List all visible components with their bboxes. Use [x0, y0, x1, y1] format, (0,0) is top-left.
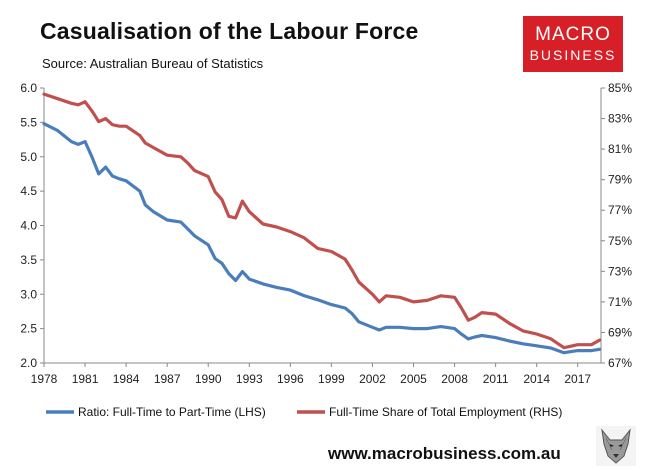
y-right-tick-label: 73%	[608, 264, 632, 278]
logo-line-1: MACRO	[535, 24, 611, 45]
y-left-tick-label: 5.5	[20, 115, 37, 129]
x-tick-label: 2017	[564, 372, 591, 386]
x-tick-label: 1996	[277, 372, 304, 386]
y-axis-left: 6.0 5.5 5.0 4.5 4.0 3.5 3.0 2.5 2.0	[20, 81, 44, 370]
x-tick-label: 1990	[195, 372, 222, 386]
y-left-tick-label: 2.0	[20, 356, 37, 370]
y-left-tick-label: 4.5	[20, 184, 37, 198]
y-left-tick-label: 3.0	[20, 287, 37, 301]
x-tick-label: 1987	[154, 372, 181, 386]
logo-line-2: BUSINESS	[529, 47, 617, 63]
y-axis-right: 85% 83% 81% 79% 77% 75% 73% 71% 69% 67%	[601, 81, 632, 370]
series-line-fulltime-share	[42, 92, 602, 350]
y-left-tick-label: 2.5	[20, 322, 37, 336]
x-tick-label: 2008	[441, 372, 468, 386]
y-right-tick-label: 71%	[608, 295, 632, 309]
y-right-tick-label: 77%	[608, 203, 632, 217]
legend-label: Ratio: Full-Time to Part-Time (LHS)	[78, 405, 266, 419]
website-url[interactable]: www.macrobusiness.com.au	[328, 444, 561, 463]
y-left-tick-label: 4.0	[20, 219, 37, 233]
wolf-logo-icon	[596, 426, 636, 466]
x-tick-label: 1993	[236, 372, 263, 386]
y-right-tick-label: 81%	[608, 142, 632, 156]
legend-label: Full-Time Share of Total Employment (RHS…	[329, 405, 562, 419]
y-right-tick-label: 69%	[608, 325, 632, 339]
x-tick-label: 1978	[31, 372, 58, 386]
x-tick-label: 1981	[72, 372, 99, 386]
series-line-ratio	[42, 122, 602, 355]
chart-source: Source: Australian Bureau of Statistics	[42, 56, 264, 71]
x-tick-label: 2011	[483, 372, 509, 386]
y-left-tick-label: 5.0	[20, 150, 37, 164]
y-right-tick-label: 79%	[608, 173, 632, 187]
chart-legend: Ratio: Full-Time to Part-Time (LHS) Full-…	[46, 405, 562, 419]
x-tick-label: 1984	[113, 372, 140, 386]
page-title: Casualisation of the Labour Force	[40, 18, 419, 44]
y-right-tick-label: 85%	[608, 81, 632, 95]
x-tick-label: 2014	[523, 372, 550, 386]
y-left-tick-label: 3.5	[20, 253, 37, 267]
y-left-tick-label: 6.0	[20, 81, 37, 95]
x-axis: 1978 1981 1984 1987 1990 1993 1996 1999 2002 2005…	[31, 363, 591, 386]
plot-frame	[43, 88, 602, 364]
x-tick-label: 2005	[400, 372, 427, 386]
series-lines	[42, 92, 602, 355]
y-right-tick-label: 83%	[608, 112, 632, 126]
y-right-tick-label: 75%	[608, 234, 632, 248]
macro-business-logo[interactable]: MACRO BUSINESS	[523, 16, 623, 72]
y-right-tick-label: 67%	[608, 356, 632, 370]
x-tick-label: 2002	[359, 372, 386, 386]
x-tick-label: 1999	[318, 372, 345, 386]
